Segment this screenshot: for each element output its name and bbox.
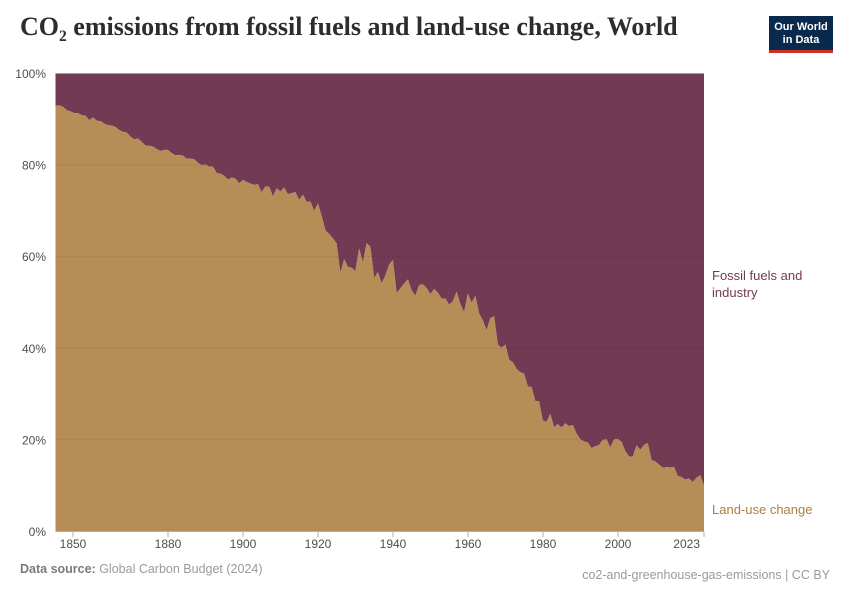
svg-text:1850: 1850 bbox=[60, 537, 87, 551]
svg-text:2023: 2023 bbox=[673, 537, 700, 551]
svg-text:80%: 80% bbox=[22, 159, 46, 173]
svg-text:1920: 1920 bbox=[305, 537, 332, 551]
svg-text:1980: 1980 bbox=[530, 537, 557, 551]
svg-text:0%: 0% bbox=[29, 525, 47, 539]
svg-text:100%: 100% bbox=[15, 67, 46, 81]
svg-text:1960: 1960 bbox=[455, 537, 482, 551]
svg-text:20%: 20% bbox=[22, 433, 46, 447]
svg-text:1940: 1940 bbox=[380, 537, 407, 551]
svg-text:1900: 1900 bbox=[230, 537, 257, 551]
svg-text:1880: 1880 bbox=[155, 537, 182, 551]
svg-text:2000: 2000 bbox=[605, 537, 632, 551]
svg-text:60%: 60% bbox=[22, 250, 46, 264]
svg-text:40%: 40% bbox=[22, 342, 46, 356]
